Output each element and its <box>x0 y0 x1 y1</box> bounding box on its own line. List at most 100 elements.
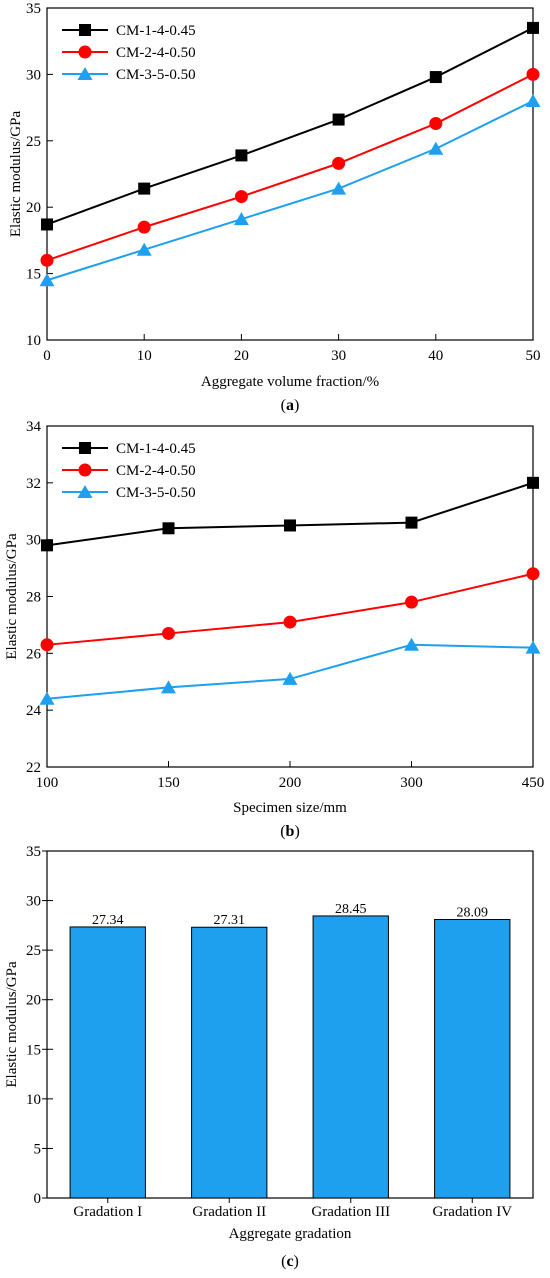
data-point-CM-2-4-0.50 <box>332 156 346 170</box>
x-tick-label: 30 <box>331 348 346 364</box>
y-tick-label: 10 <box>26 1092 41 1108</box>
data-point-CM-1-4-0.45 <box>41 218 53 231</box>
x-tick-label: 450 <box>522 775 545 791</box>
figure-caption: (b) <box>280 823 300 840</box>
data-point-CM-2-4-0.50 <box>526 567 540 581</box>
chart-b: 100 150 200 300 450 22 24 26 28 30 32 34 Elastic mod… <box>4 419 544 840</box>
y-tick-label: 30 <box>26 894 41 910</box>
legend-marker <box>79 24 91 36</box>
y-tick-label: 15 <box>26 267 41 283</box>
data-point-CM-3-5-0.50 <box>39 691 55 705</box>
legend-marker <box>78 463 92 477</box>
data-point-CM-3-5-0.50 <box>161 680 176 694</box>
data-point-CM-1-4-0.45 <box>527 476 539 489</box>
y-tick-label: 10 <box>26 333 41 349</box>
caption-letter: c <box>286 1253 293 1270</box>
caption-paren-open: ( <box>281 1253 286 1270</box>
series-line-CM-3-5-0.50 <box>46 100 534 282</box>
x-tick-label: 150 <box>157 775 180 791</box>
data-point-CM-2-4-0.50 <box>137 220 151 234</box>
x-tick-label: 300 <box>400 775 423 791</box>
legend-marker <box>79 442 91 454</box>
series-line-CM-3-5-0.50 <box>46 643 534 700</box>
x-tick-label: 10 <box>137 348 152 364</box>
data-point-CM-1-4-0.45 <box>162 522 175 535</box>
x-axis-label: Aggregate gradation <box>229 1226 352 1242</box>
data-point-CM-2-4-0.50 <box>526 67 540 81</box>
chart-c: 27.34 Gradation I 27.31 Gradation II 28.45 Gr… <box>4 844 534 1270</box>
y-tick-label: 0 <box>34 1191 42 1207</box>
x-tick-label: Gradation IV <box>432 1204 512 1220</box>
x-tick-label: 100 <box>36 775 59 791</box>
y-tick-label: 22 <box>26 760 41 776</box>
caption-letter: b <box>286 823 295 840</box>
y-tick-label: 20 <box>26 993 41 1009</box>
data-point-CM-1-4-0.45 <box>405 516 418 529</box>
y-tick-label: 20 <box>26 200 41 216</box>
x-tick-label: 0 <box>43 348 51 364</box>
x-tick-label: 200 <box>279 775 302 791</box>
bar-value-label: 27.31 <box>214 913 246 928</box>
x-tick-label: Gradation III <box>311 1204 390 1220</box>
x-axis-label: Specimen size/mm <box>233 800 347 816</box>
data-point-CM-1-4-0.45 <box>332 113 345 126</box>
data-point-CM-2-4-0.50 <box>405 595 418 609</box>
y-tick-label: 26 <box>26 646 42 662</box>
bar-value-label: 28.45 <box>335 902 367 917</box>
caption-paren-close: ) <box>294 1253 299 1270</box>
y-tick-label: 5 <box>34 1141 42 1157</box>
data-point-CM-1-4-0.45 <box>527 21 539 34</box>
figure-caption: (c) <box>281 1253 299 1270</box>
y-tick-label: 34 <box>26 419 42 435</box>
data-point-CM-2-4-0.50 <box>40 638 54 652</box>
data-point-CM-2-4-0.50 <box>283 615 297 629</box>
legend-marker <box>78 45 92 59</box>
plot-frame <box>46 850 534 1199</box>
legend-marker <box>77 485 93 498</box>
bar-Gradation I <box>69 926 146 1199</box>
x-tick-label: 50 <box>526 348 541 364</box>
x-tick-label: Gradation I <box>73 1204 142 1220</box>
data-point-CM-3-5-0.50 <box>525 640 541 654</box>
data-point-CM-3-5-0.50 <box>39 273 55 287</box>
legend-entry: CM-3-5-0.50 <box>116 485 196 501</box>
y-tick-label: 25 <box>26 943 41 959</box>
y-tick-label: 35 <box>26 844 41 860</box>
data-point-CM-1-4-0.45 <box>429 71 442 84</box>
caption-paren-close: ) <box>294 823 299 840</box>
caption-paren-close: ) <box>294 397 299 414</box>
data-point-CM-3-5-0.50 <box>525 93 541 107</box>
bar-value-label: 28.09 <box>457 906 489 921</box>
data-point-CM-1-4-0.45 <box>235 149 248 162</box>
legend-entry: CM-2-4-0.50 <box>116 45 196 61</box>
bar-Gradation II <box>191 926 268 1199</box>
legend-entry: CM-1-4-0.45 <box>116 441 196 457</box>
data-point-CM-1-4-0.45 <box>284 519 296 532</box>
legend-entry: CM-3-5-0.50 <box>116 67 196 83</box>
legend-entry: CM-1-4-0.45 <box>116 23 196 39</box>
y-tick-label: 30 <box>26 67 41 83</box>
y-tick-label: 24 <box>26 703 42 719</box>
x-tick-label: 20 <box>234 348 249 364</box>
caption-letter: a <box>286 397 294 414</box>
legend-marker <box>77 67 93 80</box>
y-axis-label: Elastic modulus/GPa <box>8 111 24 238</box>
y-tick-label: 35 <box>26 1 41 17</box>
bar-Gradation IV <box>434 919 511 1199</box>
data-point-CM-2-4-0.50 <box>429 117 443 131</box>
data-point-CM-2-4-0.50 <box>234 190 248 204</box>
y-axis-label: Elastic modulus/GPa <box>4 533 20 660</box>
series-line-CM-2-4-0.50 <box>46 73 534 262</box>
data-point-CM-1-4-0.45 <box>138 182 151 195</box>
plot-frame <box>46 7 534 341</box>
data-point-CM-2-4-0.50 <box>40 253 54 267</box>
data-point-CM-1-4-0.45 <box>41 539 53 552</box>
y-tick-label: 28 <box>26 590 41 606</box>
y-tick-label: 32 <box>26 476 41 492</box>
data-point-CM-3-5-0.50 <box>331 181 347 195</box>
y-tick-label: 30 <box>26 533 41 549</box>
figure-caption: (a) <box>281 397 300 414</box>
y-tick-label: 15 <box>26 1042 41 1058</box>
